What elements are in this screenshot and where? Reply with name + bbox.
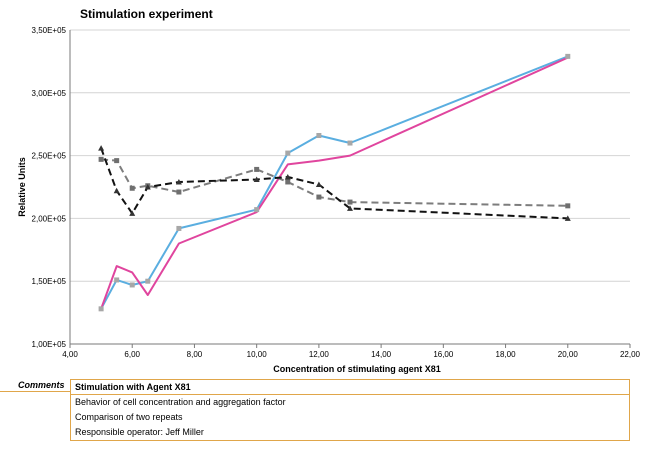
data-point — [175, 178, 182, 185]
x-tick-label: 12,00 — [309, 350, 330, 359]
data-point — [565, 53, 571, 59]
comment-line-2: Comparison of two repeats — [75, 412, 183, 422]
series-line-3 — [101, 158, 568, 207]
data-point — [347, 140, 353, 146]
series-lines — [100, 55, 569, 310]
x-tick-label: 20,00 — [558, 350, 579, 359]
data-point — [565, 203, 571, 209]
data-point — [284, 173, 291, 180]
comment-line-3: Responsible operator: Jeff Miller — [75, 427, 204, 437]
data-point — [176, 189, 182, 195]
comments-box: Stimulation with Agent X81 Behavior of c… — [70, 379, 630, 441]
data-point — [98, 145, 105, 151]
y-tick-label: 1,00E+05 — [32, 340, 67, 349]
data-point — [129, 210, 136, 216]
data-point — [347, 205, 353, 211]
data-point — [254, 166, 260, 172]
data-point — [113, 187, 120, 194]
series-line-2 — [100, 56, 569, 310]
x-tick-label: 16,00 — [433, 350, 454, 359]
y-tick-label: 3,00E+05 — [32, 89, 67, 98]
y-axis-label: Relative Units — [17, 157, 27, 217]
y-tick-label: 2,50E+05 — [32, 152, 67, 161]
comment-line-1: Behavior of cell concentration and aggre… — [75, 397, 286, 407]
data-point — [316, 194, 322, 200]
x-tick-label: 6,00 — [124, 350, 140, 359]
x-tick-label: 10,00 — [247, 350, 268, 359]
data-point — [129, 282, 135, 288]
data-point — [114, 277, 120, 283]
x-tick-label: 4,00 — [62, 350, 78, 359]
series-line-4 — [100, 147, 568, 220]
x-tick-label: 18,00 — [496, 350, 517, 359]
x-tick-label: 22,00 — [620, 350, 641, 359]
x-axis-label: Concentration of stimulating agent X81 — [273, 364, 441, 374]
chart-title: Stimulation experiment — [80, 7, 213, 21]
data-point — [176, 225, 182, 231]
data-point — [564, 215, 571, 221]
data-point — [145, 278, 151, 284]
series-markers — [98, 53, 571, 312]
data-point — [114, 158, 120, 164]
data-point — [129, 185, 135, 191]
comments-rule — [0, 391, 70, 392]
data-point — [347, 199, 353, 205]
x-tick-label: 8,00 — [187, 350, 203, 359]
axes — [69, 30, 631, 348]
y-tick-label: 2,00E+05 — [32, 214, 67, 223]
comments-header: Stimulation with Agent X81 — [71, 380, 629, 395]
comments-section: Comments Stimulation with Agent X81 Beha… — [0, 379, 645, 450]
data-point — [98, 306, 104, 312]
line-chart: 1,00E+05 1,50E+05 2,00E+05 2,50E+05 3,00E+05… — [17, 26, 641, 374]
data-point — [144, 184, 151, 190]
data-point — [316, 133, 322, 139]
comments-label: Comments — [18, 380, 65, 390]
data-point — [98, 156, 104, 162]
data-point — [285, 150, 291, 156]
tick-labels: 1,00E+05 1,50E+05 2,00E+05 2,50E+05 3,00E+05… — [32, 26, 641, 359]
data-point — [285, 179, 291, 185]
y-tick-label: 1,50E+05 — [32, 277, 67, 286]
data-point — [315, 181, 322, 187]
data-point — [254, 207, 260, 213]
y-tick-label: 3,50E+05 — [32, 26, 67, 35]
data-point — [253, 176, 260, 182]
series-line-1 — [100, 55, 569, 310]
x-tick-label: 14,00 — [371, 350, 392, 359]
